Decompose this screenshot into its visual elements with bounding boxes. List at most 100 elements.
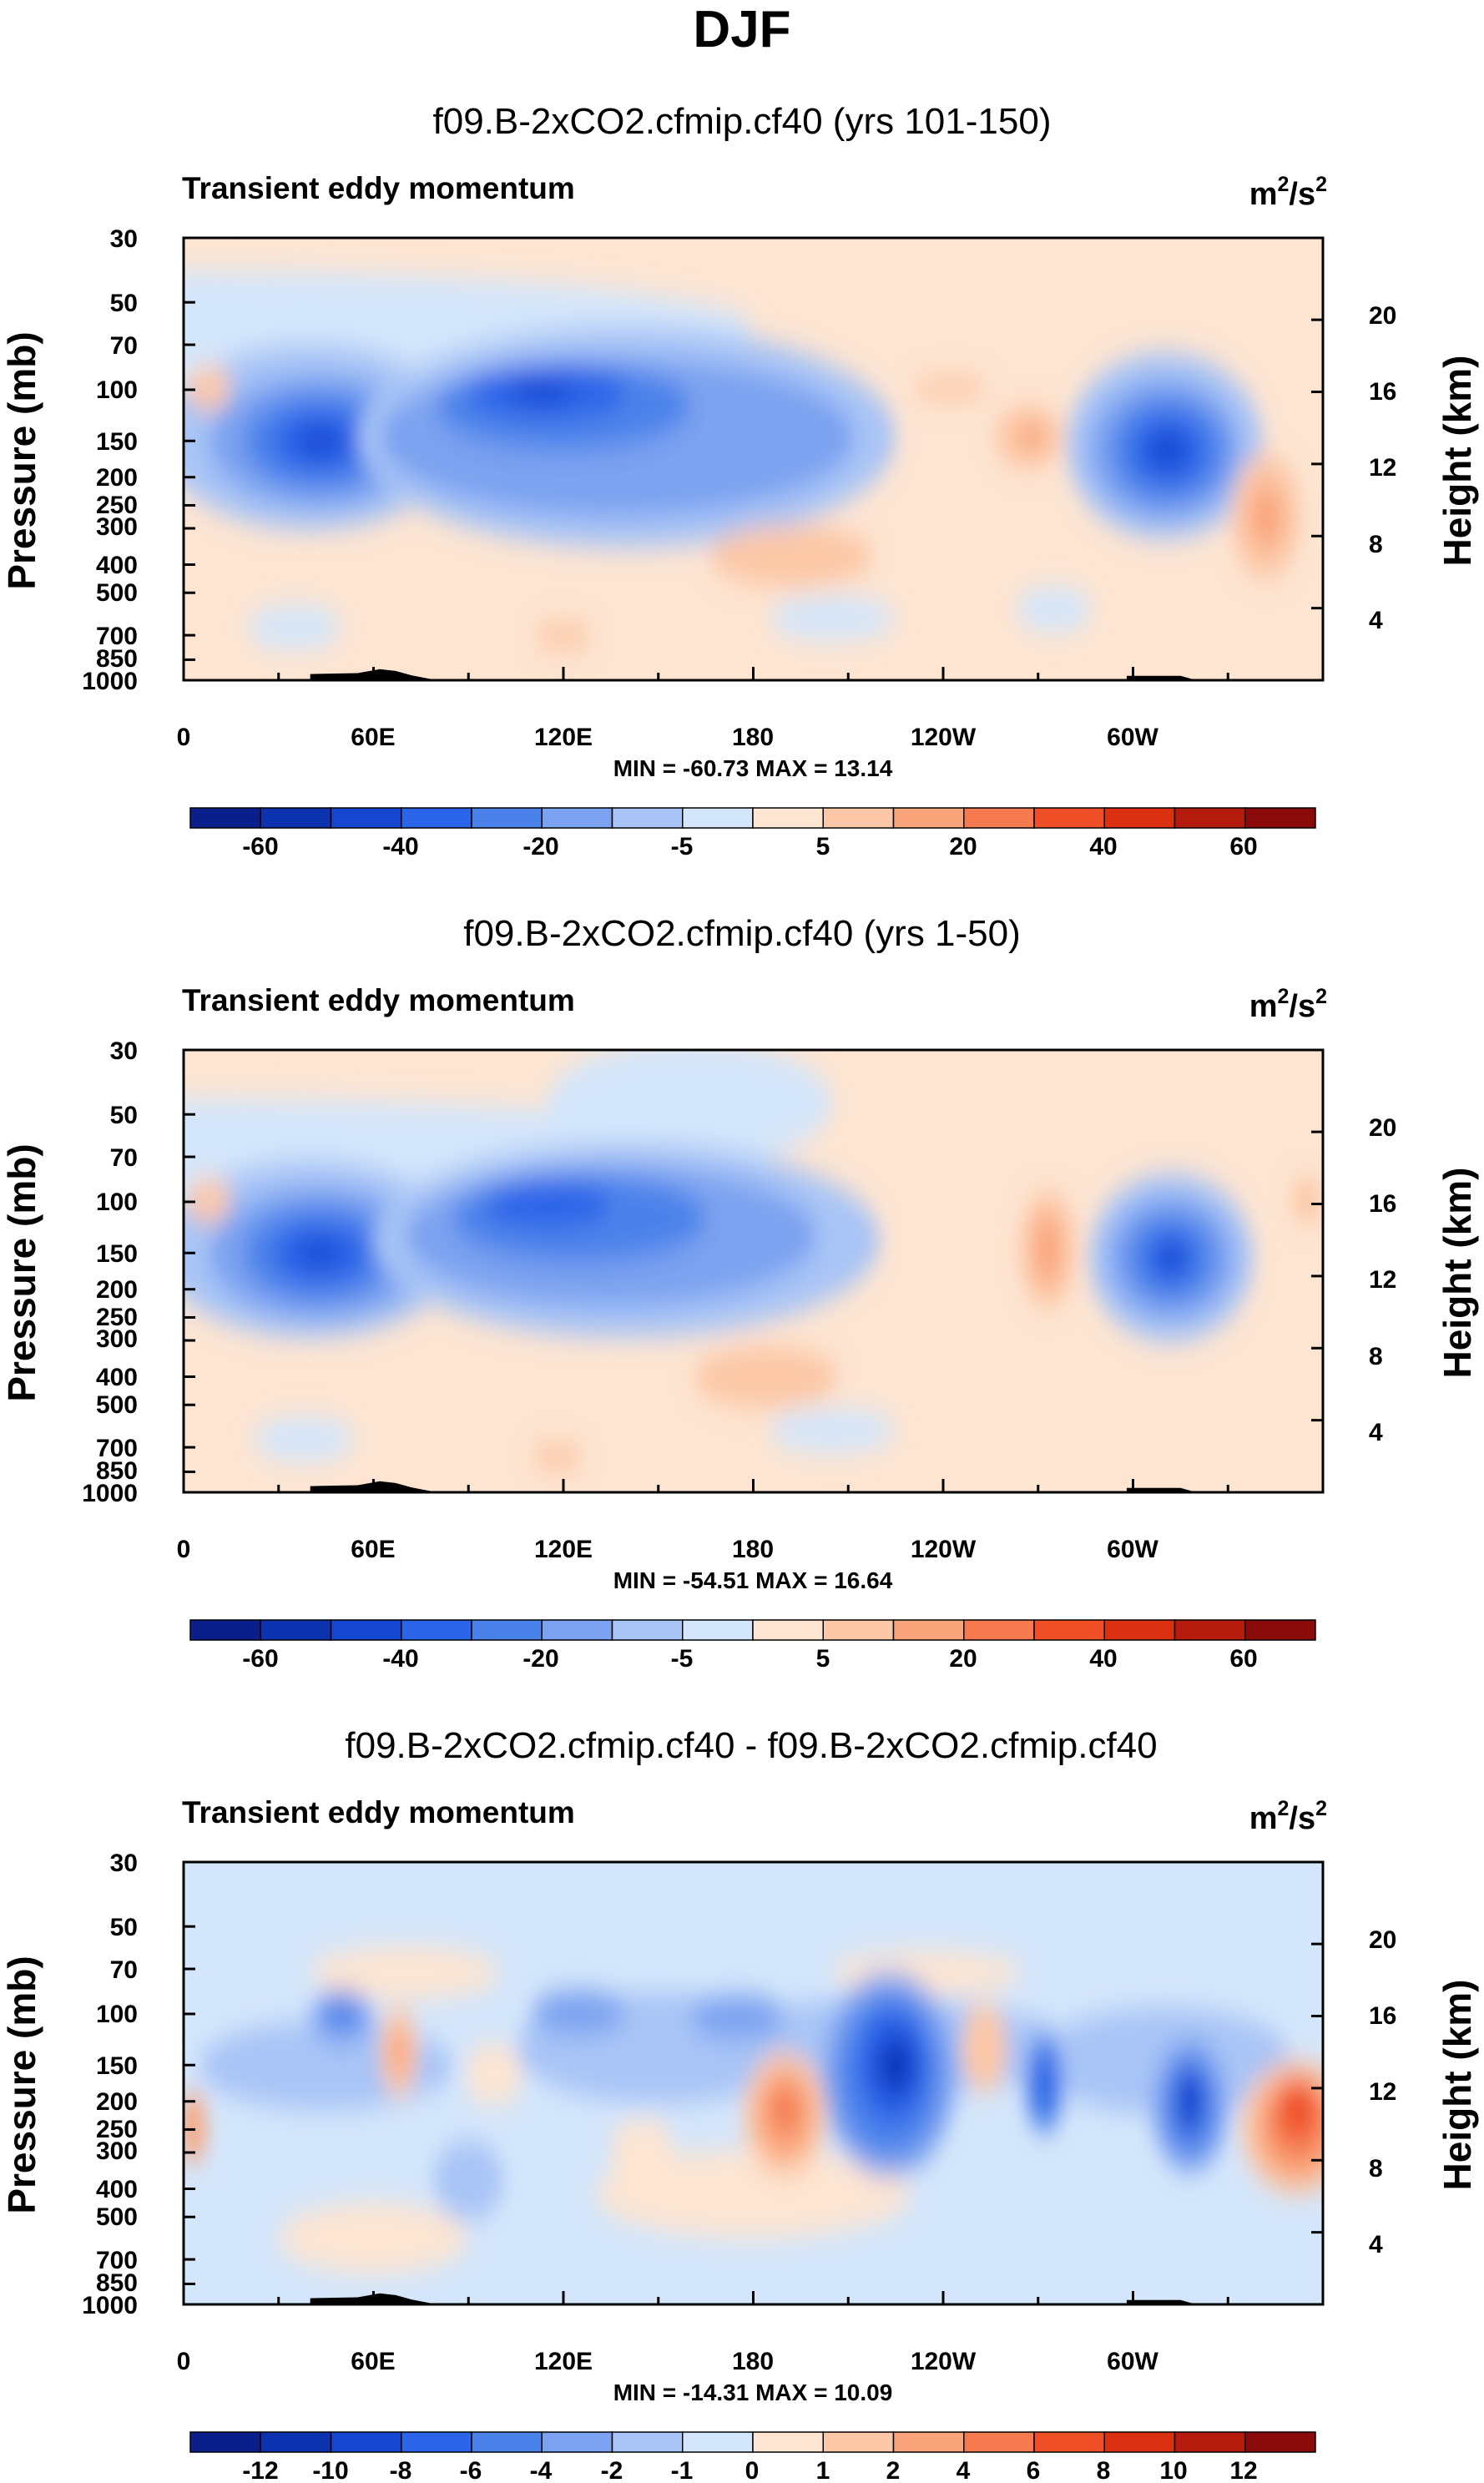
colorbar-box: [682, 2431, 754, 2453]
panel-3-colorbar-label: -10: [312, 2457, 348, 2483]
panel-1-colorbar: -60 -40 -20 -5 5 20 40 60: [189, 807, 1316, 860]
colorbar-box: [822, 2431, 895, 2453]
colorbar-box: [189, 2431, 261, 2453]
colorbar-box: [1174, 2431, 1246, 2453]
panel-1-ytick: 850: [96, 645, 138, 673]
panel-1-colorbar-label: -40: [382, 833, 418, 860]
contour-region: [184, 2092, 206, 2163]
panel-1-ylabel: Pressure (mb): [0, 331, 43, 589]
contour-region: [484, 1183, 611, 1227]
panel-3-xtick: 60W: [1107, 2348, 1158, 2375]
contour-region: [465, 2043, 522, 2106]
colorbar-box: [892, 1619, 965, 1641]
contour-region: [1034, 2057, 1054, 2110]
panel-1-stats: MIN = -60.73 MAX = 13.14: [613, 755, 893, 781]
colorbar-box: [260, 1619, 332, 1641]
contour-region: [532, 1990, 627, 2035]
panel-1-colorbar-label: 60: [1229, 833, 1257, 860]
panel-2-ytick: 30: [110, 1037, 138, 1065]
panel-3-ytick: 300: [96, 2137, 138, 2165]
panel-2-yticks: 30 50 70 100 150 200 250 300 400 500 700…: [82, 1037, 138, 1507]
colorbar-box: [611, 2431, 684, 2453]
panel-2-colorbar-labels: -60 -40 -20 -5 5 20 40 60: [242, 1645, 1257, 1673]
colorbar-box: [611, 807, 684, 829]
panel-1-units-exp1: 2: [1277, 173, 1289, 196]
colorbar-box: [1244, 807, 1316, 829]
panel-1-units-exp2: 2: [1315, 173, 1327, 196]
panel-3-units-exp1: 2: [1277, 1797, 1289, 1820]
panel-2-ytick-right: 20: [1369, 1114, 1396, 1142]
panel-2-units-base: m: [1249, 989, 1278, 1024]
panel-1-yticks: 30 50 70 100 150 200 250 300 400 500 700…: [82, 225, 138, 695]
contour-region: [1016, 587, 1093, 632]
panel-1-ytick: 70: [110, 332, 138, 360]
colorbar-box: [189, 1619, 261, 1641]
panel-1-colorbar-label: -20: [522, 833, 558, 860]
panel-2-contours: [184, 1050, 1323, 1471]
panel-3-ytick: 50: [110, 1914, 138, 1941]
panel-2-xtick: 60W: [1107, 1536, 1158, 1563]
panel-3-ytick: 850: [96, 2269, 138, 2297]
panel-3-ytick: 70: [110, 1956, 138, 1984]
panel-3-colorbar-label: 8: [1097, 2457, 1111, 2483]
panel-2-ytick-right: 4: [1369, 1419, 1383, 1446]
panel-3-xtick: 120E: [534, 2348, 593, 2375]
colorbar-box: [260, 807, 332, 829]
panel-2-colorbar-label: 60: [1229, 1645, 1257, 1673]
colorbar-box: [682, 807, 754, 829]
panel-1-xtick: 120W: [911, 724, 977, 751]
panel-2-ytick: 850: [96, 1457, 138, 1485]
contour-region: [709, 525, 874, 588]
contour-region: [509, 381, 573, 404]
panel-2-colorbar-label: -40: [382, 1645, 418, 1673]
panel-1-ytick: 30: [110, 225, 138, 253]
panel-1-contours: [184, 270, 1301, 649]
panel-3-colorbar-label: 6: [1027, 2457, 1041, 2483]
contour-region: [1158, 1244, 1184, 1271]
panel-1-units-slash: /s: [1289, 177, 1315, 212]
panel-2-xticks: 0 60E 120E 180 120W 60W: [177, 1536, 1159, 1563]
panel-3-ytick: 100: [96, 2001, 138, 2028]
colorbar-box: [1244, 1619, 1316, 1641]
contour-region: [1249, 485, 1282, 548]
panel-1-yticks-right: 20 16 12 8 4: [1369, 302, 1396, 634]
panel-1-colorbar-label: 20: [949, 833, 977, 860]
panel-1-ytick: 700: [96, 623, 138, 650]
contour-region: [689, 1995, 785, 2039]
panel-3-colorbar-label: -2: [601, 2457, 623, 2483]
panel-3: f09.B-2xCO2.cfmip.cf40 - f09.B-2xCO2.cfm…: [0, 1725, 1479, 2483]
colorbar-box: [1244, 2431, 1316, 2453]
contour-region: [246, 604, 342, 649]
colorbar-box: [1174, 807, 1246, 829]
panel-3-stats: MIN = -14.31 MAX = 10.09: [613, 2380, 893, 2405]
colorbar-box: [1033, 1619, 1105, 1641]
panel-3-yticks: 30 50 70 100 150 200 250 300 400 500 700…: [82, 1850, 138, 2319]
contour-region: [1291, 1178, 1323, 1223]
panel-2-colorbar-label: -20: [522, 1645, 558, 1673]
colorbar-box: [682, 1619, 754, 1641]
panel-3-xtick: 180: [732, 2348, 774, 2375]
panel-2-subtitle: Transient eddy momentum: [182, 983, 575, 1017]
panel-1-colorbar-label: 5: [816, 833, 830, 860]
panel-1-ytick: 300: [96, 513, 138, 541]
colorbar-box: [1103, 2431, 1176, 2453]
panel-1-xtick: 0: [177, 724, 191, 751]
panel-1-ytick: 50: [110, 290, 138, 317]
contour-region: [532, 1443, 583, 1471]
contour-region: [253, 1416, 355, 1461]
panel-2-ytick: 400: [96, 1364, 138, 1391]
colorbar-box: [1174, 1619, 1246, 1641]
colorbar-box: [752, 2431, 824, 2453]
panel-3-units-exp2: 2: [1315, 1797, 1327, 1820]
panel-3-plot: [184, 1862, 1323, 2304]
panel-3-colorbar-boxes: [189, 2431, 1316, 2453]
panel-3-ylabel: Pressure (mb): [0, 1956, 43, 2213]
panel-1-ytick: 250: [96, 492, 138, 519]
colorbar-box: [260, 2431, 332, 2453]
panel-3-units-base: m: [1249, 1801, 1278, 1836]
panel-2-colorbar-label: 5: [816, 1645, 830, 1673]
panel-3-xtick: 0: [177, 2348, 191, 2375]
contour-region: [310, 1946, 501, 2000]
panel-1-colorbar-labels: -60 -40 -20 -5 5 20 40 60: [242, 833, 1257, 860]
colorbar-box: [1103, 807, 1176, 829]
